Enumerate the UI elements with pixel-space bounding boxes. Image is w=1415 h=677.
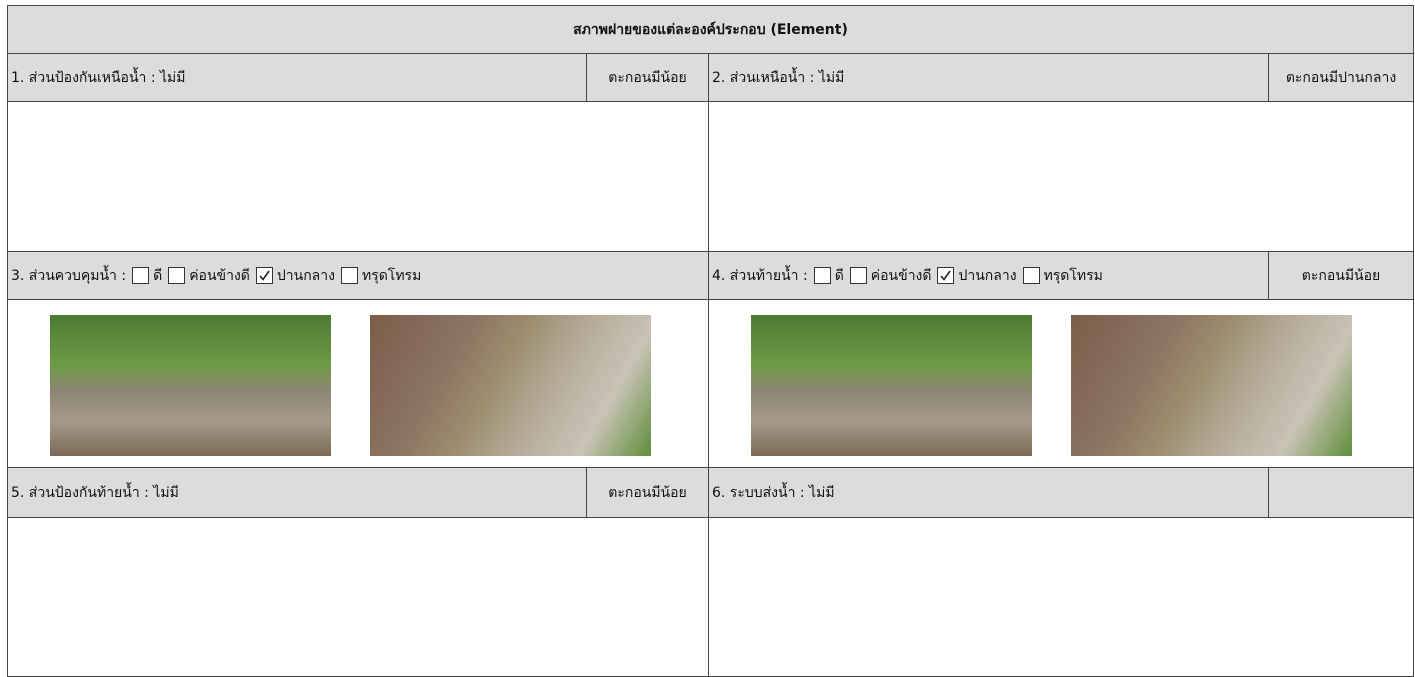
section-label-text: 4. ส่วนท้ายน้ำ :	[712, 267, 808, 284]
checkbox-option: ค่อนข้างดี	[162, 265, 250, 287]
option-text: ดี	[153, 267, 163, 284]
blank-cell	[7, 517, 709, 677]
section-label: 5. ส่วนป้องกันท้ายน้ำ : ไม่มี	[7, 467, 587, 518]
checkbox	[1022, 267, 1040, 284]
option-text: ทรุดโทรม	[361, 267, 422, 284]
checkbox-option: ดี	[126, 265, 162, 287]
section-note	[1268, 467, 1414, 518]
blank-cell	[708, 101, 1414, 252]
checkbox	[813, 267, 831, 284]
section-label: 3. ส่วนควบคุมน้ำ : ดี ค่อนข้างดี ปานกลาง ทรุ…	[7, 251, 709, 300]
checkbox-option: ดี	[808, 265, 844, 287]
blank-cell	[7, 101, 709, 252]
photo	[751, 315, 1032, 456]
photo	[1071, 315, 1352, 456]
option-text: ค่อนข้างดี	[870, 267, 932, 284]
check-mark	[940, 270, 952, 281]
checkbox-option: ค่อนข้างดี	[844, 265, 932, 287]
section-note: ตะกอนมีน้อย	[1268, 251, 1414, 300]
section-note: ตะกอนมีน้อย	[586, 53, 709, 102]
section-label-text: 3. ส่วนควบคุมน้ำ :	[11, 267, 127, 284]
option-text: ดี	[834, 267, 844, 284]
section-label: 4. ส่วนท้ายน้ำ : ดี ค่อนข้างดี ปานกลาง ทรุดโ…	[708, 251, 1269, 300]
checkbox	[849, 267, 867, 284]
section-label: 2. ส่วนเหนือน้ำ : ไม่มี	[708, 53, 1269, 102]
section-note: ตะกอนมีปานกลาง	[1268, 53, 1414, 102]
check-path	[940, 270, 952, 281]
check-path	[259, 270, 270, 281]
checkbox-option: ทรุดโทรม	[1017, 265, 1103, 287]
checkbox	[340, 267, 358, 284]
section-label: 1. ส่วนป้องกันเหนือน้ำ : ไม่มี	[7, 53, 587, 102]
option-text: ทรุดโทรม	[1043, 267, 1103, 284]
option-text: ค่อนข้างดี	[189, 267, 250, 284]
title: สภาพฝายของแต่ละองค์ประกอบ (Element)	[7, 5, 1414, 54]
blank-cell	[708, 517, 1414, 677]
checkbox	[937, 267, 955, 284]
checkbox-option: ปานกลาง	[250, 265, 335, 287]
section-note: ตะกอนมีน้อย	[586, 467, 709, 518]
photo	[50, 315, 331, 456]
section-label: 6. ระบบส่งน้ำ : ไม่มี	[708, 467, 1269, 518]
checkbox	[132, 267, 150, 284]
option-text: ปานกลาง	[958, 267, 1017, 284]
checkbox-option: ปานกลาง	[931, 265, 1017, 287]
check-mark	[259, 270, 270, 281]
checkbox	[168, 267, 186, 284]
checkbox-option: ทรุดโทรม	[335, 265, 421, 287]
option-text: ปานกลาง	[276, 267, 335, 284]
photo	[370, 315, 651, 456]
checkbox	[255, 267, 273, 284]
